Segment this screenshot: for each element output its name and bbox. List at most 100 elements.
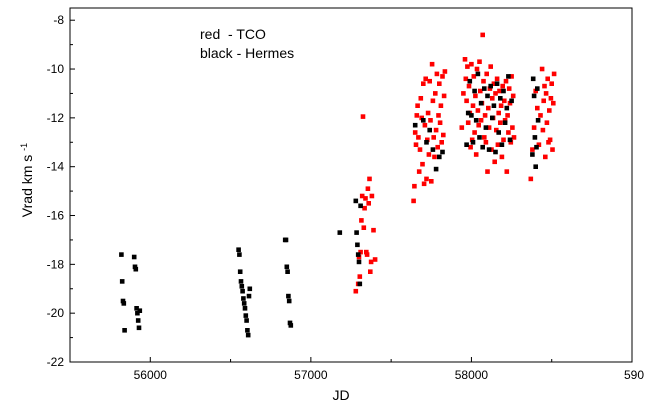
x-tick-label: 590: [624, 368, 644, 382]
data-point: [353, 288, 359, 294]
data-point: [121, 301, 127, 306]
data-point: [428, 118, 433, 123]
data-point: [461, 91, 466, 96]
data-point: [539, 66, 545, 72]
data-point: [467, 78, 473, 84]
data-point: [533, 164, 538, 169]
data-point: [237, 252, 242, 257]
data-points-layer: [119, 32, 557, 338]
data-point: [486, 125, 492, 130]
data-point: [469, 113, 474, 118]
data-point: [359, 218, 364, 223]
data-point: [136, 325, 142, 331]
data-point: [547, 137, 553, 143]
data-point: [528, 176, 534, 182]
data-point: [122, 328, 127, 333]
data-point: [499, 154, 505, 160]
data-point: [503, 78, 509, 84]
data-point: [368, 269, 373, 274]
data-point: [247, 286, 253, 292]
data-point: [541, 98, 546, 104]
y-tick-label: -12: [47, 111, 65, 125]
data-point: [477, 135, 482, 140]
data-point: [431, 135, 436, 140]
data-point: [441, 93, 447, 99]
data-point: [488, 64, 493, 69]
data-point: [547, 108, 552, 113]
data-point: [440, 74, 445, 79]
data-point: [369, 193, 375, 199]
data-point: [430, 147, 436, 152]
data-point: [239, 284, 245, 289]
data-point: [424, 140, 429, 145]
data-point: [473, 152, 479, 157]
data-point: [536, 142, 542, 147]
data-point: [466, 83, 472, 89]
data-point: [532, 135, 538, 140]
x-tick-label: 56000: [134, 368, 168, 382]
data-point: [473, 93, 478, 99]
data-point: [438, 103, 444, 108]
data-point: [286, 293, 291, 299]
data-point: [421, 118, 426, 123]
data-point: [135, 310, 140, 316]
data-point: [360, 114, 366, 119]
data-point: [464, 142, 469, 147]
legend-entry-hermes: black - Hermes: [200, 45, 294, 61]
data-point: [459, 125, 465, 130]
data-point: [245, 332, 251, 338]
data-point: [502, 120, 508, 125]
data-point: [501, 137, 506, 143]
data-point: [530, 152, 535, 157]
data-point: [543, 154, 548, 160]
data-point: [549, 81, 554, 86]
data-point: [551, 100, 556, 106]
data-point: [478, 88, 483, 94]
data-point: [477, 59, 482, 64]
data-point: [416, 169, 422, 174]
data-point: [421, 81, 426, 86]
data-point: [437, 81, 442, 86]
data-point: [478, 118, 484, 123]
plot-border: [69, 7, 633, 363]
data-point: [487, 86, 493, 91]
data-point: [475, 108, 481, 113]
data-point: [411, 198, 416, 204]
data-point: [366, 201, 371, 206]
data-point: [363, 196, 368, 201]
data-point: [355, 252, 361, 257]
x-axis-label: JD: [332, 387, 349, 403]
data-point: [481, 78, 486, 84]
data-point: [468, 144, 473, 150]
data-point: [418, 96, 424, 101]
data-point: [494, 81, 500, 86]
data-point: [286, 298, 292, 304]
data-point: [427, 78, 432, 84]
data-point: [486, 105, 491, 111]
legend-entry-tco: red - TCO: [200, 26, 266, 42]
data-point: [500, 83, 505, 89]
data-point: [236, 247, 241, 252]
data-point: [492, 159, 497, 165]
data-point: [482, 113, 488, 118]
data-point: [534, 144, 539, 150]
data-point: [354, 230, 359, 235]
data-point: [531, 125, 537, 130]
data-point: [465, 64, 470, 69]
data-point: [471, 74, 477, 79]
data-point: [440, 149, 445, 155]
data-point: [119, 252, 124, 257]
data-point: [510, 93, 516, 99]
y-tick-label: -22: [47, 355, 65, 369]
legend-annotation: red - TCO black - Hermes: [200, 26, 294, 61]
data-point: [437, 120, 443, 125]
data-point: [538, 113, 543, 118]
data-point: [465, 110, 471, 116]
data-point: [433, 91, 438, 96]
data-point: [548, 96, 554, 101]
data-point: [368, 259, 374, 265]
data-point: [544, 120, 550, 125]
data-point: [473, 118, 479, 123]
data-point: [422, 122, 428, 128]
